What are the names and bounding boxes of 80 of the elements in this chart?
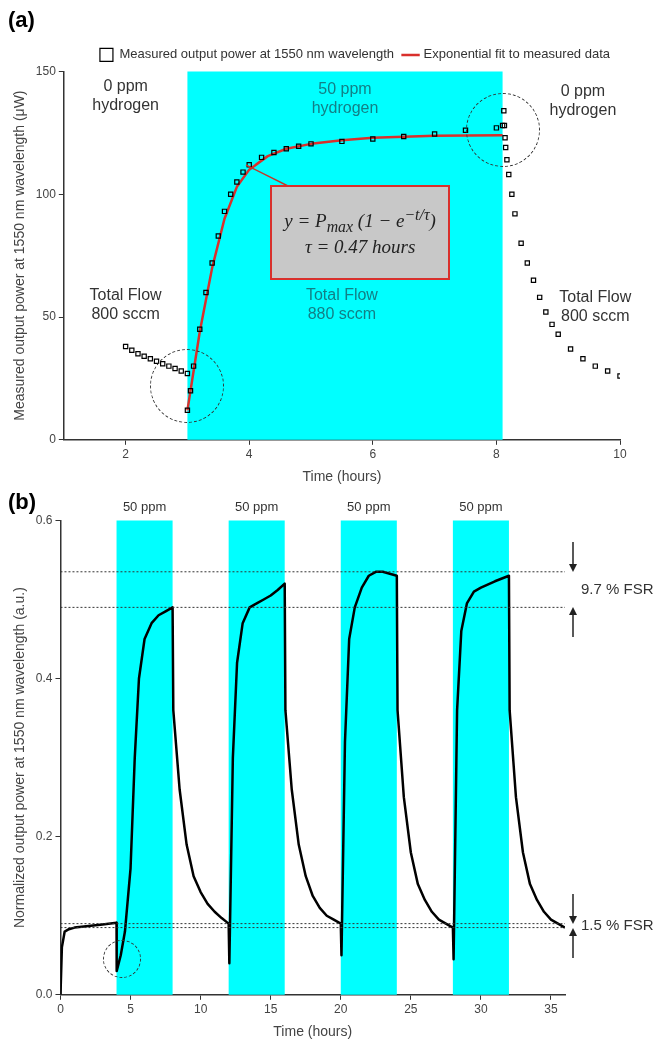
x-tick-label: 10 — [613, 447, 627, 462]
x-tick-label: 30 — [474, 1002, 488, 1017]
y-tick-label: 0.4 — [35, 670, 53, 685]
annotation: Total Flow 800 sccm — [89, 285, 163, 322]
point — [339, 138, 345, 145]
band-label: 50 ppm — [122, 499, 167, 515]
point — [240, 169, 246, 175]
band-label: 50 ppm — [459, 499, 503, 515]
point — [431, 131, 438, 137]
point — [141, 353, 147, 360]
point — [190, 363, 197, 369]
point — [203, 289, 209, 296]
point — [172, 365, 178, 372]
point — [509, 191, 515, 197]
point — [567, 346, 574, 352]
point — [166, 363, 172, 369]
point — [543, 309, 549, 315]
text: 9.7 % FSR — [581, 579, 654, 597]
legend-label: Measured output power at 1550 nm wavelength — [119, 46, 395, 62]
annotation: y = P$_{max}$ (1 − e$^{−t/τ}$) τ = 0.47 hours — [284, 206, 436, 259]
band-label: 50 ppm — [347, 499, 391, 515]
x-tick-label: 6 — [369, 447, 377, 462]
point — [308, 141, 314, 147]
point — [524, 260, 531, 266]
point — [283, 146, 290, 152]
point — [370, 136, 376, 142]
point — [604, 368, 611, 374]
y-tick-label: 0.0 — [35, 987, 53, 1002]
text: 1.5 % FSR — [581, 915, 654, 933]
x-axis-title: Time (hours) — [302, 468, 382, 485]
y-tick-label: 100 — [35, 186, 57, 201]
legend-label: Exponential fit to measured data — [423, 46, 611, 62]
x-tick-label: 5 — [127, 1002, 135, 1017]
y-tick-label: 150 — [35, 63, 57, 78]
point — [504, 157, 510, 163]
x-tick-label: 8 — [493, 447, 501, 462]
x-tick-label: 25 — [404, 1002, 418, 1017]
annotation: 0 ppm hydrogen — [92, 76, 159, 113]
point — [147, 356, 154, 362]
point — [502, 134, 508, 141]
chart-title: (a) — [8, 7, 35, 33]
annotation: Total Flow 800 sccm — [559, 288, 632, 325]
y-axis-title: Measured output power at 1550 nm wavelength (μW) — [11, 90, 28, 421]
point — [178, 368, 184, 374]
point — [197, 326, 203, 332]
y-axis-title: Normalized output power at 1550 nm wavelength (a.u.) — [11, 587, 28, 929]
point — [153, 358, 160, 364]
band-label: 50 ppm — [235, 499, 279, 515]
point — [580, 356, 586, 362]
point — [135, 351, 141, 357]
y-tick-label: 0 — [49, 432, 57, 447]
point — [209, 260, 215, 266]
point — [227, 191, 234, 197]
point — [549, 321, 555, 328]
point — [215, 233, 222, 239]
annotation: Total Flow 880 sccm — [305, 285, 379, 322]
chart-title: (b) — [8, 489, 37, 515]
point — [493, 125, 500, 131]
y-tick-label: 0.2 — [35, 828, 53, 843]
point — [512, 211, 518, 217]
annotation: 0 ppm hydrogen — [549, 81, 617, 118]
band-label: 50 ppm hydrogen — [311, 79, 379, 116]
y-tick-label: 50 — [42, 309, 57, 324]
x-tick-label: 20 — [334, 1002, 348, 1017]
x-tick-label: 10 — [193, 1002, 208, 1017]
x-axis-title: Time (hours) — [273, 1023, 353, 1040]
point — [234, 179, 240, 185]
point — [501, 107, 507, 114]
x-tick-label: 35 — [544, 1002, 558, 1017]
point — [530, 277, 537, 283]
point — [518, 240, 524, 247]
point — [555, 331, 561, 337]
x-tick-label: 2 — [122, 447, 130, 462]
x-tick-label: 4 — [245, 447, 253, 462]
y-tick-label: 0.6 — [35, 512, 53, 527]
point — [506, 171, 512, 178]
point — [271, 149, 277, 156]
point — [129, 347, 135, 353]
point — [592, 363, 598, 369]
x-tick-label: 15 — [264, 1002, 278, 1017]
